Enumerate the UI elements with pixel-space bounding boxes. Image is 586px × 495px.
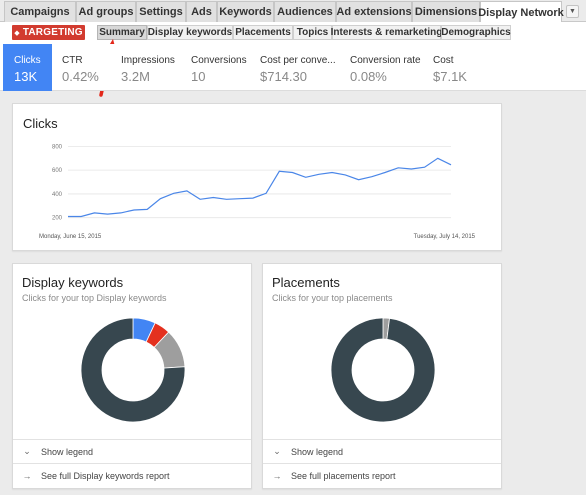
chart-title: Clicks	[23, 116, 58, 131]
arrow-right-icon: →	[22, 470, 32, 481]
donut-slice	[330, 317, 436, 423]
display-keywords-donut	[80, 317, 186, 423]
metric-label: Cost	[433, 55, 454, 66]
tab-overflow-menu[interactable]: ▼	[566, 5, 579, 18]
metric-value: 0.42%	[62, 69, 99, 84]
card-subtitle: Clicks for your top placements	[272, 293, 393, 303]
y-tick-label: 200	[52, 216, 63, 222]
y-tick-label: 400	[52, 192, 63, 198]
x-start-label: Monday, June 15, 2015	[39, 234, 102, 240]
show-legend-label: Show legend	[41, 446, 94, 457]
metric-value: 0.08%	[350, 69, 387, 84]
metric-value: 3.2M	[121, 69, 150, 84]
subtab-summary[interactable]: Summary	[97, 25, 147, 40]
metric-label: Impressions	[121, 55, 175, 66]
y-tick-label: 600	[52, 168, 63, 174]
targeting-label: TARGETING	[22, 27, 83, 38]
targeting-badge[interactable]: ◆ TARGETING	[12, 25, 85, 40]
metric-value: $7.1K	[433, 69, 467, 84]
clicks-line-chart: 200 400 600 800 Monday, June 15, 2015 Tuesd…	[39, 144, 476, 240]
subtab-display-keywords[interactable]: Display keywords	[147, 25, 233, 40]
card-title: Placements	[272, 275, 340, 290]
metric-label: Cost per conve...	[260, 55, 336, 66]
metric-label: Conversion rate	[350, 55, 421, 66]
display-keywords-card: Display keywords Clicks for your top Dis…	[12, 263, 252, 489]
metric-conversions[interactable]: Conversions 10	[191, 44, 251, 91]
subtab-topics[interactable]: Topics	[293, 25, 332, 40]
display-network-subnav: ◆ TARGETING Summary Display keywords Pla…	[0, 22, 586, 44]
clicks-chart-card: Clicks 200 400 600 800 Monday, June 15, 201…	[12, 103, 502, 251]
metric-label: Conversions	[191, 55, 247, 66]
tab-ads[interactable]: Ads	[186, 1, 217, 22]
subtab-placements[interactable]: Placements	[233, 25, 293, 40]
arrow-right-icon: →	[272, 470, 282, 481]
metric-value: $714.30	[260, 69, 307, 84]
tab-ad-extensions[interactable]: Ad extensions	[336, 1, 412, 22]
metrics-bar: Clicks 13K CTR 0.42% Impressions 3.2M Co…	[0, 44, 586, 91]
donut-slice	[80, 317, 186, 423]
y-tick-label: 800	[52, 144, 63, 150]
metric-label: CTR	[62, 55, 83, 66]
metric-cost[interactable]: Cost $7.1K	[433, 44, 483, 91]
metric-label: Clicks	[14, 55, 41, 66]
tab-settings[interactable]: Settings	[136, 1, 186, 22]
tab-audiences[interactable]: Audiences	[274, 1, 336, 22]
card-subtitle: Clicks for your top Display keywords	[22, 293, 167, 303]
full-report-link[interactable]: → See full Display keywords report	[13, 463, 251, 487]
subtab-interests-remarketing[interactable]: Interests & remarketing	[330, 25, 443, 40]
main-tabs: Campaigns Ad groups Settings Ads Keyword…	[0, 0, 586, 23]
clicks-series-line	[68, 157, 452, 218]
chevron-down-icon: ▼	[569, 8, 576, 15]
metric-value: 10	[191, 69, 206, 84]
subtab-demographics[interactable]: Demographics	[441, 25, 511, 40]
tab-campaigns[interactable]: Campaigns	[4, 1, 76, 22]
diamond-icon: ◆	[14, 29, 20, 37]
placements-card: Placements Clicks for your top placement…	[262, 263, 502, 489]
full-report-link[interactable]: → See full placements report	[263, 463, 501, 487]
metric-clicks[interactable]: Clicks 13K	[3, 44, 52, 91]
metric-value: 13K	[14, 69, 38, 84]
show-legend-label: Show legend	[291, 446, 344, 457]
metric-ctr[interactable]: CTR 0.42%	[62, 44, 112, 91]
tab-display-network[interactable]: Display Network	[478, 1, 564, 23]
full-report-label: See full Display keywords report	[41, 470, 170, 481]
x-end-label: Tuesday, July 14, 2015	[414, 234, 476, 240]
placements-donut	[330, 317, 436, 423]
show-legend-toggle[interactable]: ⌄ Show legend	[263, 439, 501, 463]
show-legend-toggle[interactable]: ⌄ Show legend	[13, 439, 251, 463]
card-title: Display keywords	[22, 275, 124, 290]
tab-dimensions[interactable]: Dimensions	[412, 1, 480, 22]
chevron-down-icon: ⌄	[273, 446, 281, 456]
metric-conversion-rate[interactable]: Conversion rate 0.08%	[350, 44, 425, 91]
full-report-label: See full placements report	[291, 470, 396, 481]
tab-keywords[interactable]: Keywords	[217, 1, 274, 22]
chevron-down-icon: ⌄	[23, 446, 31, 456]
tab-ad-groups[interactable]: Ad groups	[76, 1, 136, 22]
metric-impressions[interactable]: Impressions 3.2M	[121, 44, 183, 91]
metric-cost-per-conversion[interactable]: Cost per conve... $714.30	[260, 44, 342, 91]
